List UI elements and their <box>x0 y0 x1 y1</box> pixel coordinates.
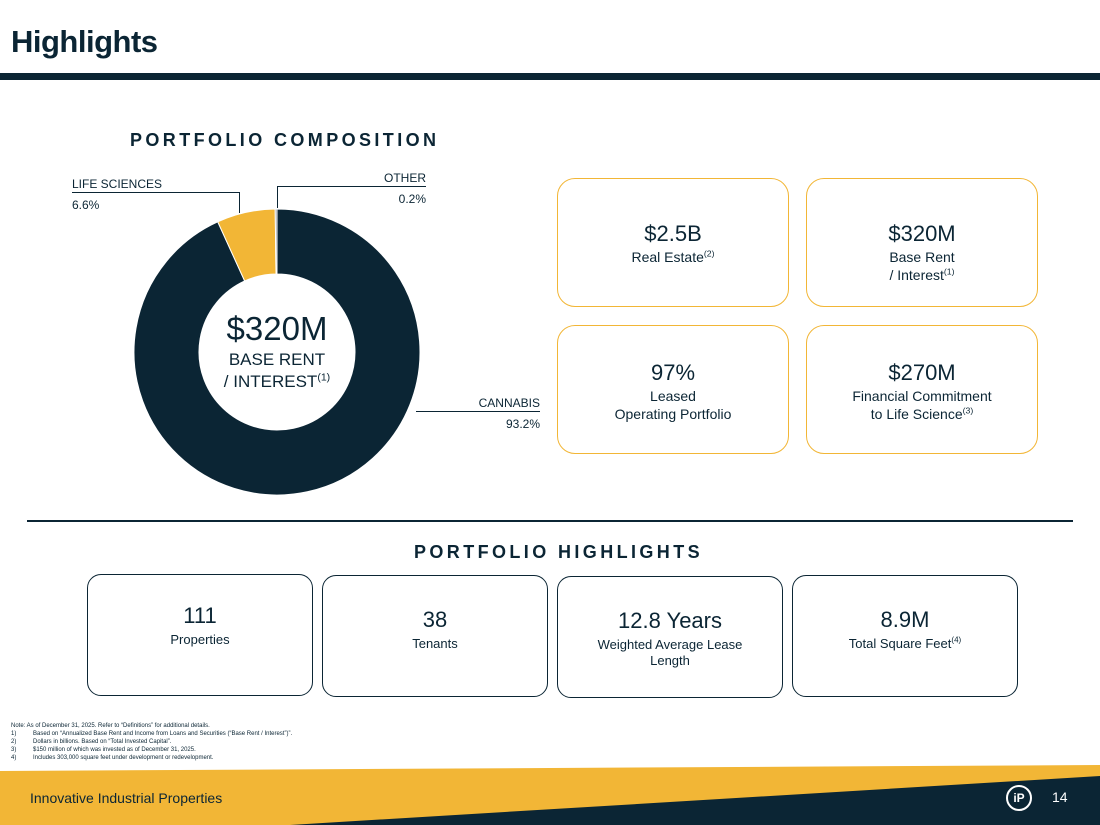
kpi-label-line2: to Life Science(3) <box>871 405 973 423</box>
highlight-value: 38 <box>422 607 448 632</box>
footer-shapes <box>0 765 1100 825</box>
kpi-label-line2: / Interest(1) <box>889 266 954 284</box>
portfolio-highlights-heading: PORTFOLIO HIGHLIGHTS <box>414 542 703 562</box>
kpi-label-line2: Operating Portfolio <box>614 406 732 422</box>
kpi-label-line1: Base Rent <box>889 249 955 265</box>
footnote-number: 4) <box>11 755 17 761</box>
highlight-label-text: Total Square Feet <box>848 636 952 651</box>
kpi-label-line1: Financial Commitment <box>852 388 992 404</box>
kpi-footnote: (3) <box>962 405 974 416</box>
callout-life-sciences-name: LIFE SCIENCES <box>72 177 163 191</box>
kpi-label-text: Real Estate <box>631 249 704 265</box>
kpi-card-base-rent: $320M Base Rent / Interest(1) <box>806 178 1038 307</box>
page-title: Highlights <box>11 24 158 59</box>
kpi-value: $320M <box>888 221 956 246</box>
kpi-card-life-science-commitment: $270M Financial Commitment to Life Scien… <box>806 325 1038 454</box>
footer-navy-wedge <box>290 776 1100 825</box>
leader-other-h <box>277 186 426 187</box>
kpi-label-text: / Interest <box>889 267 944 283</box>
highlight-value: 111 <box>183 603 217 628</box>
footnote-text: Includes 303,000 square feet under devel… <box>33 755 214 761</box>
donut-slice-cannabis <box>134 209 420 495</box>
highlight-label: Tenants <box>412 636 458 651</box>
leader-other-v <box>277 186 278 208</box>
footnote-text: Based on “Annualized Base Rent and Incom… <box>33 731 293 737</box>
kpi-footnote: (1) <box>943 266 955 277</box>
callout-other: OTHER 0.2% <box>370 171 426 206</box>
highlight-card-lease-length: 12.8 Years Weighted Average Lease Length <box>557 576 783 698</box>
kpi-label-text: to Life Science <box>870 406 963 422</box>
footnote-number: 1) <box>11 731 17 737</box>
kpi-value: $2.5B <box>644 221 702 246</box>
footnote-text: Dollars in billions. Based on “Total Inv… <box>33 739 172 745</box>
callout-cannabis: CANNABIS 93.2% <box>470 396 540 431</box>
leader-life-sciences-v <box>239 192 240 213</box>
donut-center-footnote: (1) <box>317 371 331 384</box>
callout-cannabis-name: CANNABIS <box>478 396 540 410</box>
highlight-label: Weighted Average Lease Length <box>597 637 743 668</box>
donut-svg <box>134 209 420 495</box>
footnote-item: 3) $150 million of which was invested as … <box>11 746 292 754</box>
donut-center-value: $320M <box>226 310 328 347</box>
highlight-card-square-feet: 8.9M Total Square Feet(4) <box>792 575 1018 697</box>
highlight-footnote: (4) <box>951 635 962 645</box>
footnote-number: 3) <box>11 747 17 753</box>
highlight-card-properties: 111 Properties <box>87 574 313 696</box>
donut-chart: $320M BASE RENT / INTEREST(1) <box>134 209 420 495</box>
kpi-label-line1: Leased <box>650 388 696 404</box>
leader-cannabis <box>416 411 540 412</box>
footnote-intro: Note: As of December 31, 2025. Refer to … <box>11 723 210 729</box>
company-logo-icon: iP <box>1006 785 1032 811</box>
footer-company-name: Innovative Industrial Properties <box>30 790 223 806</box>
footnote-item: 2) Dollars in billions. Based on “Total I… <box>11 738 292 746</box>
footnote-item: 1) Based on “Annualized Base Rent and Inc… <box>11 730 292 738</box>
highlight-value: 12.8 Years <box>618 608 722 633</box>
kpi-value: 97% <box>650 360 696 385</box>
callout-other-value: 0.2% <box>398 192 426 206</box>
highlight-card-tenants: 38 Tenants <box>322 575 548 697</box>
page-number: 14 <box>1052 789 1068 805</box>
section-divider <box>27 520 1073 522</box>
footer-band <box>0 765 1100 825</box>
donut-center-label-line1: BASE RENT <box>228 350 326 369</box>
kpi-card-real-estate: $2.5B Real Estate(2) <box>557 178 789 307</box>
kpi-footnote: (2) <box>703 248 715 259</box>
callout-life-sciences-value: 6.6% <box>72 198 100 212</box>
footnote-item: 4) Includes 303,000 square feet under dev… <box>11 754 292 762</box>
title-rule <box>0 73 1100 80</box>
kpi-card-leased: 97% Leased Operating Portfolio <box>557 325 789 454</box>
footnote-number: 2) <box>11 739 17 745</box>
leader-life-sciences-h <box>72 192 240 193</box>
highlight-label: Total Square Feet(4) <box>793 636 1017 652</box>
kpi-value: $270M <box>888 360 956 385</box>
portfolio-composition-heading: PORTFOLIO COMPOSITION <box>130 130 440 150</box>
callout-life-sciences: LIFE SCIENCES 6.6% <box>72 177 162 212</box>
highlight-value: 8.9M <box>880 607 930 632</box>
footnote-text: $150 million of which was invested as of… <box>33 747 196 753</box>
donut-slice-other <box>274 209 278 275</box>
donut-center-label-text: / INTEREST <box>223 372 318 391</box>
donut-center-label-line2: / INTEREST(1) <box>134 371 420 393</box>
callout-other-name: OTHER <box>384 171 426 185</box>
callout-cannabis-value: 93.2% <box>505 417 540 431</box>
footnotes: Note: As of December 31, 2025. Refer to … <box>11 722 292 762</box>
highlight-label: Properties <box>170 632 230 647</box>
kpi-label: Real Estate(2) <box>632 248 715 266</box>
donut-center: $320M BASE RENT / INTEREST(1) <box>134 309 420 393</box>
